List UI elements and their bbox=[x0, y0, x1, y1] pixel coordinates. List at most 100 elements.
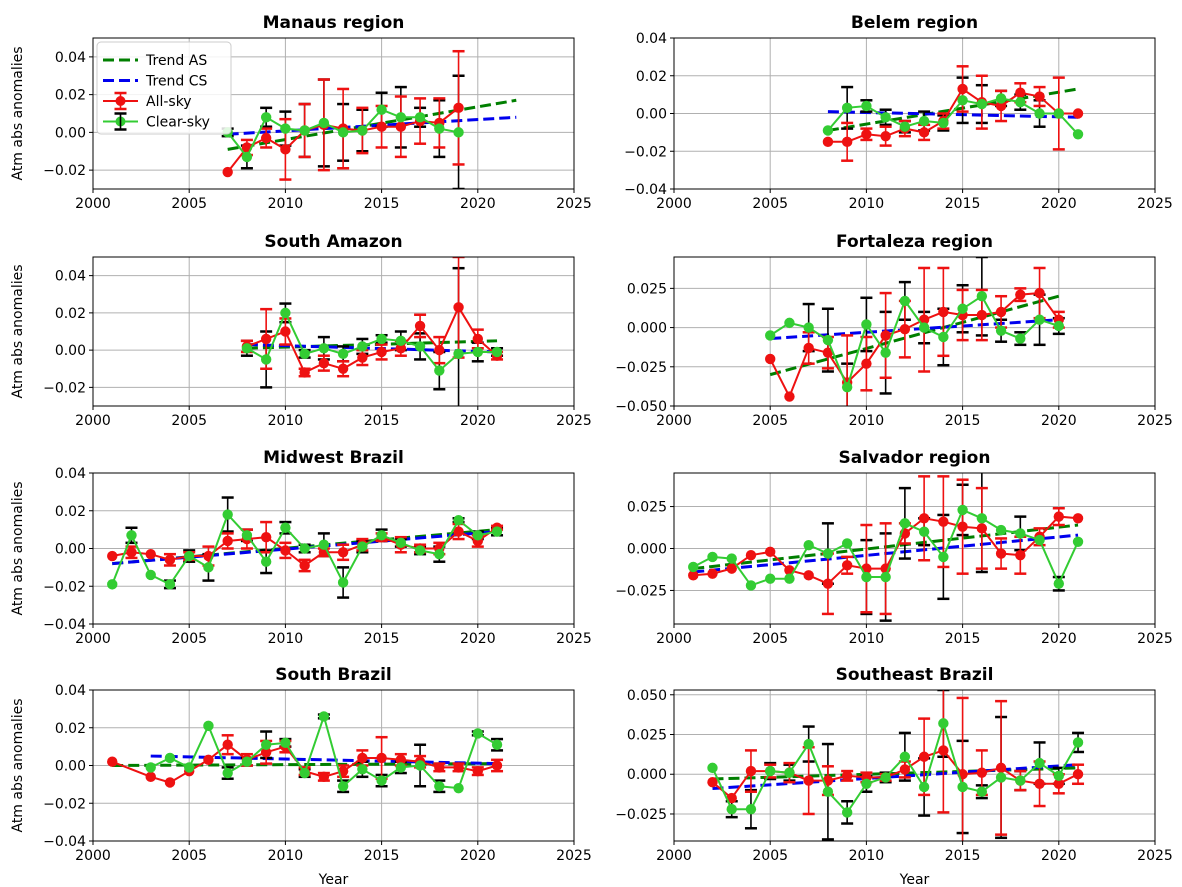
plot-area bbox=[765, 257, 1065, 406]
all-sky-point bbox=[1072, 108, 1084, 119]
x-tick-label: 2025 bbox=[556, 848, 592, 864]
all-sky-point bbox=[260, 531, 272, 543]
clear-sky-point bbox=[745, 580, 757, 591]
clear-sky-point bbox=[337, 781, 349, 792]
all-sky-point bbox=[337, 363, 349, 374]
clear-sky-point bbox=[491, 526, 503, 537]
clear-sky-point bbox=[880, 772, 891, 783]
clear-sky-point bbox=[472, 346, 483, 358]
y-tick-label: −0.02 bbox=[43, 796, 86, 812]
x-tick-label: 2005 bbox=[752, 848, 788, 864]
clear-sky-point bbox=[1034, 757, 1045, 769]
clear-sky-point bbox=[976, 786, 988, 797]
chart-title: Southeast Brazil bbox=[836, 665, 994, 685]
chart-panel-5: 2000 2005 2010 2015 2020 2025 −0.04 −0.02 0.00 0.… bbox=[10, 448, 592, 647]
x-tick-label: 2020 bbox=[460, 631, 496, 647]
all-sky-point bbox=[453, 102, 464, 114]
all-sky-point bbox=[765, 353, 776, 365]
all-sky-point bbox=[376, 346, 387, 358]
x-tick-label: 2005 bbox=[171, 196, 207, 212]
all-sky-point bbox=[299, 560, 310, 571]
y-tick-label: 0.02 bbox=[55, 306, 86, 322]
plot-area bbox=[107, 711, 504, 794]
y-tick-label: −0.04 bbox=[624, 182, 667, 198]
y-tick-label: −0.02 bbox=[43, 163, 86, 179]
clear-sky-point bbox=[395, 762, 407, 773]
clear-sky-point bbox=[822, 125, 834, 136]
all-sky-point bbox=[1015, 289, 1026, 300]
x-tick-label: 2025 bbox=[556, 413, 592, 429]
all-sky-point bbox=[822, 347, 834, 358]
clear-sky-point bbox=[880, 571, 891, 583]
clear-sky-point bbox=[280, 522, 291, 533]
x-tick-label: 2000 bbox=[75, 848, 111, 864]
axes-frame bbox=[92, 37, 575, 190]
clear-sky-point bbox=[899, 121, 911, 132]
all-sky-point bbox=[918, 513, 930, 524]
clear-sky-point bbox=[1015, 333, 1026, 344]
all-sky-point bbox=[707, 568, 718, 579]
all-sky-point bbox=[222, 166, 233, 178]
chart-panel-3: 2000 2005 2010 2015 2020 2025 −0.02 0.00 0.02 0.0… bbox=[10, 232, 592, 429]
chart-panel-8: 2000 2005 2010 2015 2020 2025 −0.025 0.000 0.025… bbox=[615, 665, 1173, 887]
x-tick-label: 2000 bbox=[75, 413, 111, 429]
clear-sky-point bbox=[299, 767, 310, 779]
x-tick-label: 2015 bbox=[945, 196, 981, 212]
clear-sky-point bbox=[1053, 108, 1065, 119]
x-tick-label: 2010 bbox=[268, 631, 304, 647]
all-sky-point bbox=[376, 752, 387, 764]
x-tick-label: 2020 bbox=[1041, 848, 1077, 864]
clear-sky-point bbox=[337, 577, 349, 588]
axes-frame bbox=[673, 256, 1156, 407]
all-sky-point bbox=[434, 344, 445, 356]
all-sky-point bbox=[260, 333, 272, 345]
trend-as-line bbox=[769, 294, 1060, 377]
clear-sky-point bbox=[318, 711, 330, 722]
all-sky-line bbox=[246, 305, 498, 374]
all-sky-point bbox=[822, 578, 834, 589]
clear-sky-point bbox=[707, 551, 718, 563]
all-sky-point bbox=[822, 136, 834, 148]
clear-sky-point bbox=[395, 335, 407, 347]
clear-sky-point bbox=[880, 112, 891, 123]
y-tick-label: −0.04 bbox=[43, 834, 86, 850]
clear-sky-point bbox=[241, 343, 253, 354]
y-axis-label: Atm abs anomalies bbox=[10, 46, 26, 180]
y-tick-label: −0.025 bbox=[615, 807, 667, 823]
all-sky-point bbox=[491, 760, 503, 771]
y-axis-label: Atm abs anomalies bbox=[10, 264, 26, 398]
y-tick-label: 0.04 bbox=[55, 466, 86, 482]
x-tick-label: 2010 bbox=[849, 848, 885, 864]
x-tick-label: 2015 bbox=[364, 848, 400, 864]
all-sky-point bbox=[899, 764, 911, 775]
all-sky-point bbox=[1034, 778, 1045, 789]
clear-sky-point bbox=[861, 100, 872, 112]
all-sky-point bbox=[107, 756, 118, 767]
clear-sky-point bbox=[453, 514, 464, 526]
chart-panel-4: 2000 2005 2010 2015 2020 2025 −0.050 −0.025 0.00… bbox=[615, 232, 1173, 429]
all-sky-point bbox=[938, 516, 949, 527]
all-sky-point bbox=[434, 762, 445, 773]
all-sky-point bbox=[376, 121, 387, 132]
plot-area bbox=[221, 49, 517, 189]
clear-sky-point bbox=[918, 115, 930, 127]
clear-sky-point bbox=[976, 513, 988, 524]
clear-sky-point bbox=[841, 807, 853, 818]
all-sky-point bbox=[861, 358, 872, 369]
clear-sky-point bbox=[1072, 129, 1084, 140]
plot-area bbox=[707, 690, 1085, 841]
y-tick-label: −0.02 bbox=[43, 579, 86, 595]
all-sky-point bbox=[472, 333, 483, 345]
clear-sky-point bbox=[938, 551, 949, 563]
clear-sky-point bbox=[184, 762, 195, 773]
all-sky-point bbox=[995, 762, 1007, 774]
x-tick-label: 2000 bbox=[656, 848, 692, 864]
clear-sky-point bbox=[918, 526, 930, 537]
clear-sky-point bbox=[453, 348, 464, 360]
trend-cs-line bbox=[712, 763, 1079, 791]
clear-sky-point bbox=[995, 93, 1007, 104]
clear-sky-point bbox=[203, 720, 214, 732]
clear-sky-point bbox=[899, 518, 911, 529]
x-tick-label: 2010 bbox=[268, 413, 304, 429]
all-sky-point bbox=[1034, 287, 1045, 299]
